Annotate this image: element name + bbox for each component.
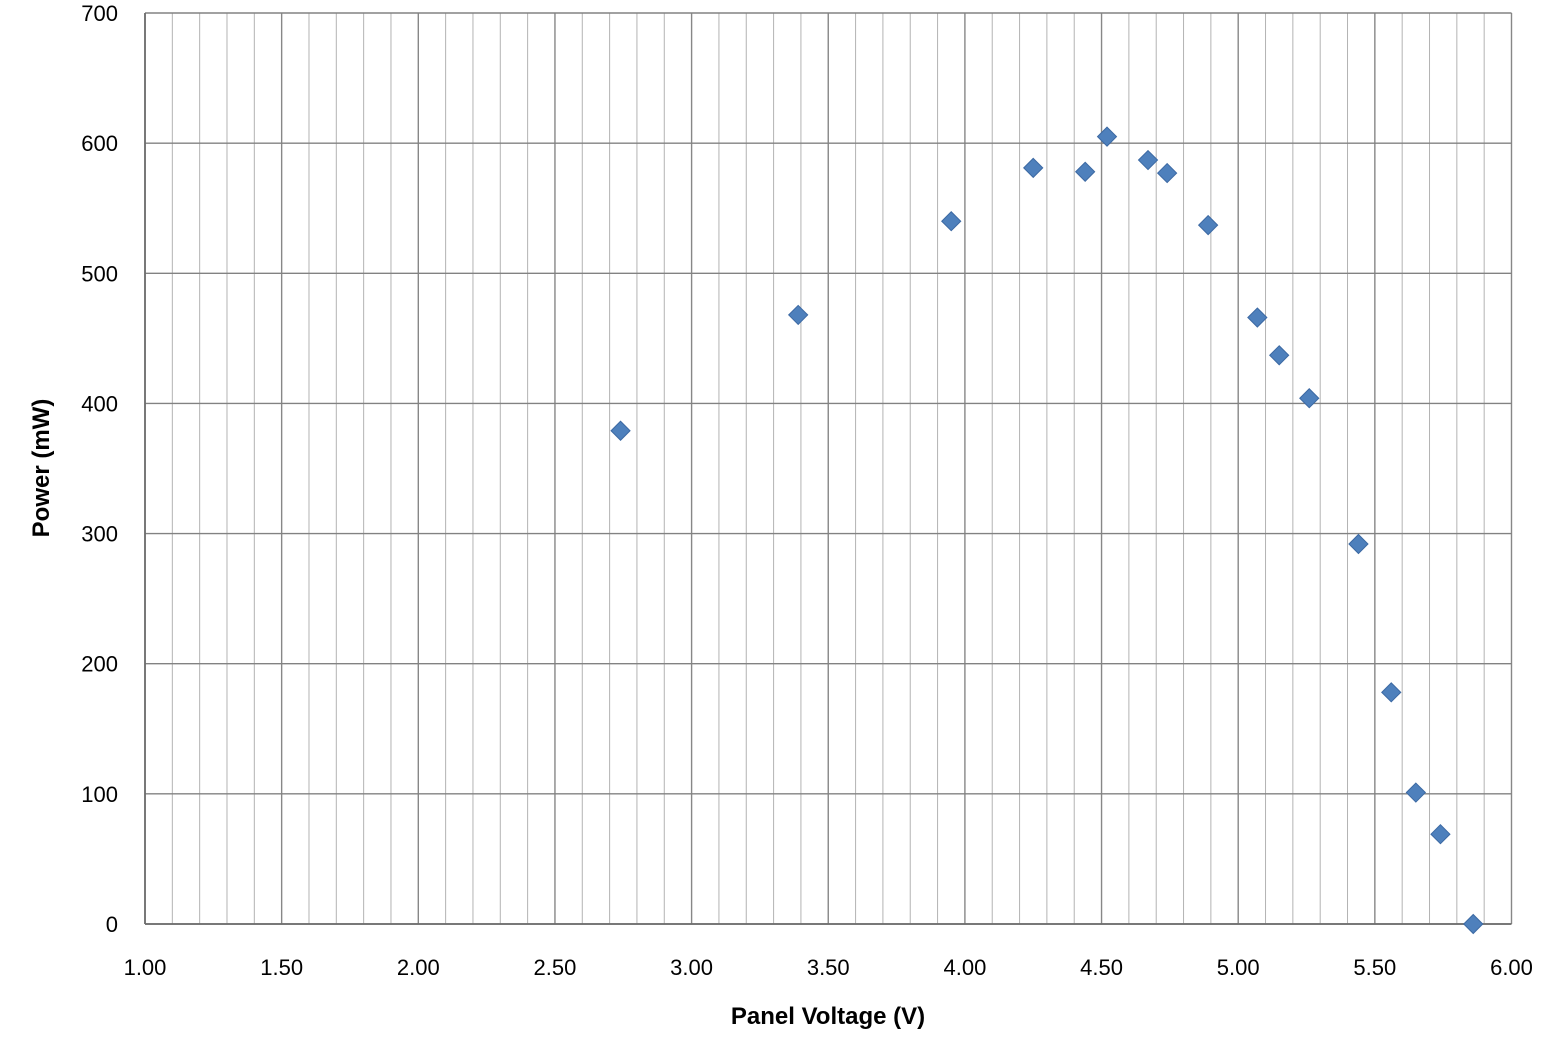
data-point [1074, 161, 1096, 182]
data-point [610, 420, 631, 441]
data-point [1137, 149, 1159, 171]
data-point [1405, 782, 1427, 803]
y-tick-label: 300 [81, 522, 118, 547]
y-tick-label: 200 [81, 652, 118, 677]
data-point [1268, 345, 1290, 366]
x-tick-label: 3.00 [670, 955, 713, 980]
x-tick-label: 2.00 [397, 955, 440, 980]
y-axis-title: Power (mW) [28, 398, 55, 538]
y-tick-label: 0 [106, 912, 118, 937]
data-point [1299, 388, 1320, 409]
x-tick-label: 4.00 [943, 955, 986, 980]
data-point [1348, 533, 1369, 555]
data-point [787, 304, 809, 326]
data-point [1156, 162, 1178, 184]
data-point [941, 211, 962, 232]
data-point [1096, 126, 1118, 147]
data-point [1381, 682, 1402, 703]
x-tick-label: 5.50 [1353, 955, 1396, 980]
data-point [1463, 913, 1484, 935]
y-tick-label: 500 [81, 261, 118, 286]
x-tick-label: 1.50 [260, 955, 303, 980]
x-tick-label: 5.00 [1217, 955, 1260, 980]
data-point [1197, 214, 1219, 236]
data-point [1430, 823, 1451, 845]
x-tick-label: 6.00 [1490, 955, 1533, 980]
data-point [1023, 157, 1044, 179]
y-tick-label: 100 [81, 782, 118, 807]
y-tick-label: 700 [81, 1, 118, 26]
x-axis-title: Panel Voltage (V) [730, 1003, 926, 1030]
data-point [1247, 307, 1268, 328]
x-tick-label: 3.50 [807, 955, 850, 980]
x-tick-label: 4.50 [1080, 955, 1123, 980]
x-tick-label: 1.00 [124, 955, 167, 980]
x-tick-label: 2.50 [534, 955, 577, 980]
y-tick-label: 600 [81, 131, 118, 156]
y-tick-label: 400 [81, 391, 118, 416]
